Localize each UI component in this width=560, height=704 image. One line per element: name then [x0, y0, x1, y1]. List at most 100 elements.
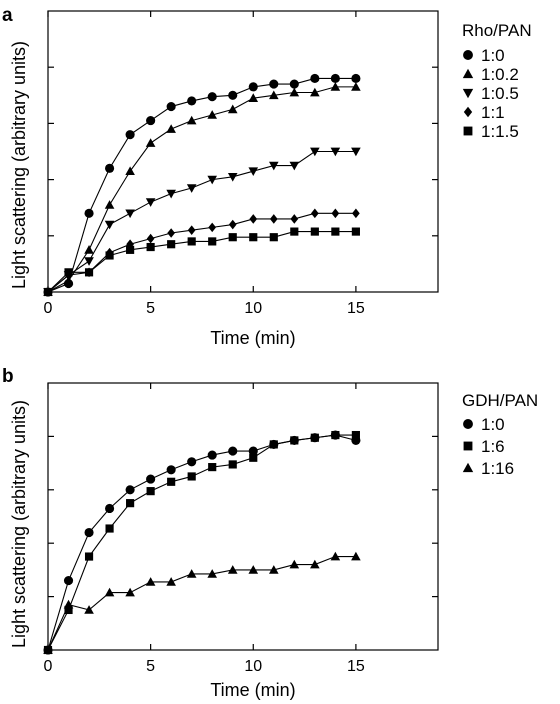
- panel-a-x-tick-label: 0: [44, 300, 53, 317]
- panel-a-data-point: [208, 222, 217, 233]
- panel-a-legend-label: 1:0.5: [481, 84, 519, 103]
- panel-a-legend-marker: [462, 68, 474, 79]
- panel-b-x-tick-label: 0: [44, 658, 53, 675]
- panel-b: b Light scattering (arbitrary units) Tim…: [2, 366, 538, 700]
- panel-b-data-point: [228, 460, 237, 469]
- panel-b-y-axis-label: Light scattering (arbitrary units): [9, 400, 29, 648]
- panel-b-data-point: [125, 485, 135, 495]
- panel-a: a Light scattering (arbitrary units) Tim…: [2, 5, 532, 348]
- panel-a-legend-label: 1:0: [481, 46, 505, 65]
- panel-a-data-point: [268, 161, 279, 171]
- panel-b-data-point: [331, 430, 340, 440]
- panel-b-data-point: [310, 433, 319, 442]
- panel-a-series-1-0: [43, 73, 361, 297]
- panel-a-data-point: [63, 275, 74, 285]
- panel-a-data-point: [310, 227, 319, 236]
- panel-b-data-point: [145, 577, 156, 586]
- panel-a-data-point: [126, 239, 134, 250]
- panel-a-data-point: [146, 242, 155, 252]
- panel-a-series-line: [47, 86, 356, 293]
- panel-a-data-point: [310, 87, 320, 97]
- panel-a-data-point: [352, 208, 360, 219]
- panel-b-data-point: [228, 446, 238, 456]
- panel-a-data-point: [248, 82, 258, 92]
- panel-a-data-point: [351, 147, 361, 157]
- panel-a-data-point: [289, 79, 299, 89]
- panel-b-legend-label: 1:16: [481, 459, 514, 478]
- panel-a-x-tick-label: 15: [347, 300, 365, 317]
- panel-a-data-point: [351, 82, 361, 91]
- panel-a-data-point: [104, 220, 115, 230]
- panel-b-data-point: [187, 457, 197, 467]
- panel-a-data-point: [125, 209, 135, 219]
- panel-a-data-point: [331, 227, 340, 236]
- panel-a-data-point: [167, 240, 176, 249]
- panel-a-data-point: [84, 268, 94, 277]
- panel-a-data-point: [311, 208, 319, 219]
- panel-b-series-1-0: [43, 430, 361, 655]
- panel-a-legend-marker: [463, 50, 473, 60]
- panel-a-series-line: [47, 231, 356, 293]
- panel-a-data-point: [248, 93, 259, 102]
- panel-a-data-point: [187, 225, 196, 235]
- panel-a-data-point: [187, 237, 196, 246]
- panel-b-data-point: [208, 463, 217, 472]
- panel-a-y-axis-label: Light scattering (arbitrary units): [9, 41, 29, 289]
- panel-b-legend-title: GDH/PAN: [462, 391, 538, 410]
- panel-a-data-point: [330, 73, 340, 84]
- panel-a-data-point: [105, 251, 114, 260]
- panel-b-data-point: [186, 569, 197, 578]
- panel-b-x-tick-label: 15: [347, 658, 365, 675]
- panel-a-data-point: [166, 101, 176, 112]
- panel-b-data-point: [146, 487, 155, 496]
- panel-a-data-point: [310, 73, 320, 84]
- panel-a-data-point: [228, 233, 237, 242]
- panel-a-data-point: [84, 257, 94, 266]
- panel-a-x-axis-label: Time (min): [210, 328, 295, 348]
- panel-a-data-point: [145, 198, 156, 207]
- panel-b-legend-marker: [463, 419, 473, 429]
- panel-b-data-point: [227, 565, 238, 574]
- panel-a-data-point: [84, 208, 94, 218]
- panel-b-plot-frame: [47, 382, 439, 651]
- panel-b-data-point: [167, 477, 176, 486]
- panel-b-series-line: [47, 555, 356, 651]
- panel-b-data-point: [63, 576, 74, 586]
- panel-a-legend-label: 1:1.5: [481, 122, 519, 141]
- panel-b-data-point: [207, 569, 218, 578]
- panel-a-data-point: [166, 124, 176, 133]
- panel-b-data-point: [63, 599, 74, 609]
- panel-b-x-axis-label: Time (min): [210, 680, 295, 700]
- panel-a-data-point: [166, 189, 176, 199]
- panel-a-data-point: [228, 90, 238, 100]
- panel-a-data-point: [145, 138, 156, 147]
- panel-a-series-1-0-2: [43, 82, 361, 296]
- panel-b-data-point: [351, 551, 361, 561]
- panel-a-data-point: [207, 110, 218, 119]
- panel-a-data-point: [310, 147, 320, 157]
- panel-a-data-point: [269, 214, 278, 224]
- panel-b-letter: b: [2, 366, 14, 387]
- panel-b-data-point: [268, 565, 279, 574]
- panel-b-legend-marker: [462, 462, 474, 473]
- panel-b-series-1-6: [43, 430, 360, 655]
- panel-b-data-point: [187, 472, 196, 481]
- panel-a-legend-marker: [462, 88, 474, 99]
- panel-b-data-point: [125, 587, 135, 597]
- panel-a-series-line: [47, 77, 356, 293]
- panel-a-data-point: [269, 233, 278, 242]
- panel-b-x-tick-label: 10: [244, 658, 262, 675]
- panel-a-legend-title: Rho/PAN: [462, 21, 532, 40]
- panel-b-legend-label: 1:0: [481, 415, 505, 434]
- panel-a-letter: a: [2, 5, 13, 26]
- panel-b-data-point: [330, 551, 341, 561]
- panel-a-data-point: [227, 104, 238, 114]
- panel-a-data-point: [104, 200, 115, 209]
- panel-b-data-point: [248, 565, 259, 574]
- panel-a-data-point: [228, 219, 237, 230]
- panel-b-data-point: [146, 474, 156, 484]
- panel-a-x-tick-label: 10: [244, 300, 262, 317]
- panel-a-legend-label: 1:1: [481, 103, 505, 122]
- panel-a-data-point: [146, 233, 155, 244]
